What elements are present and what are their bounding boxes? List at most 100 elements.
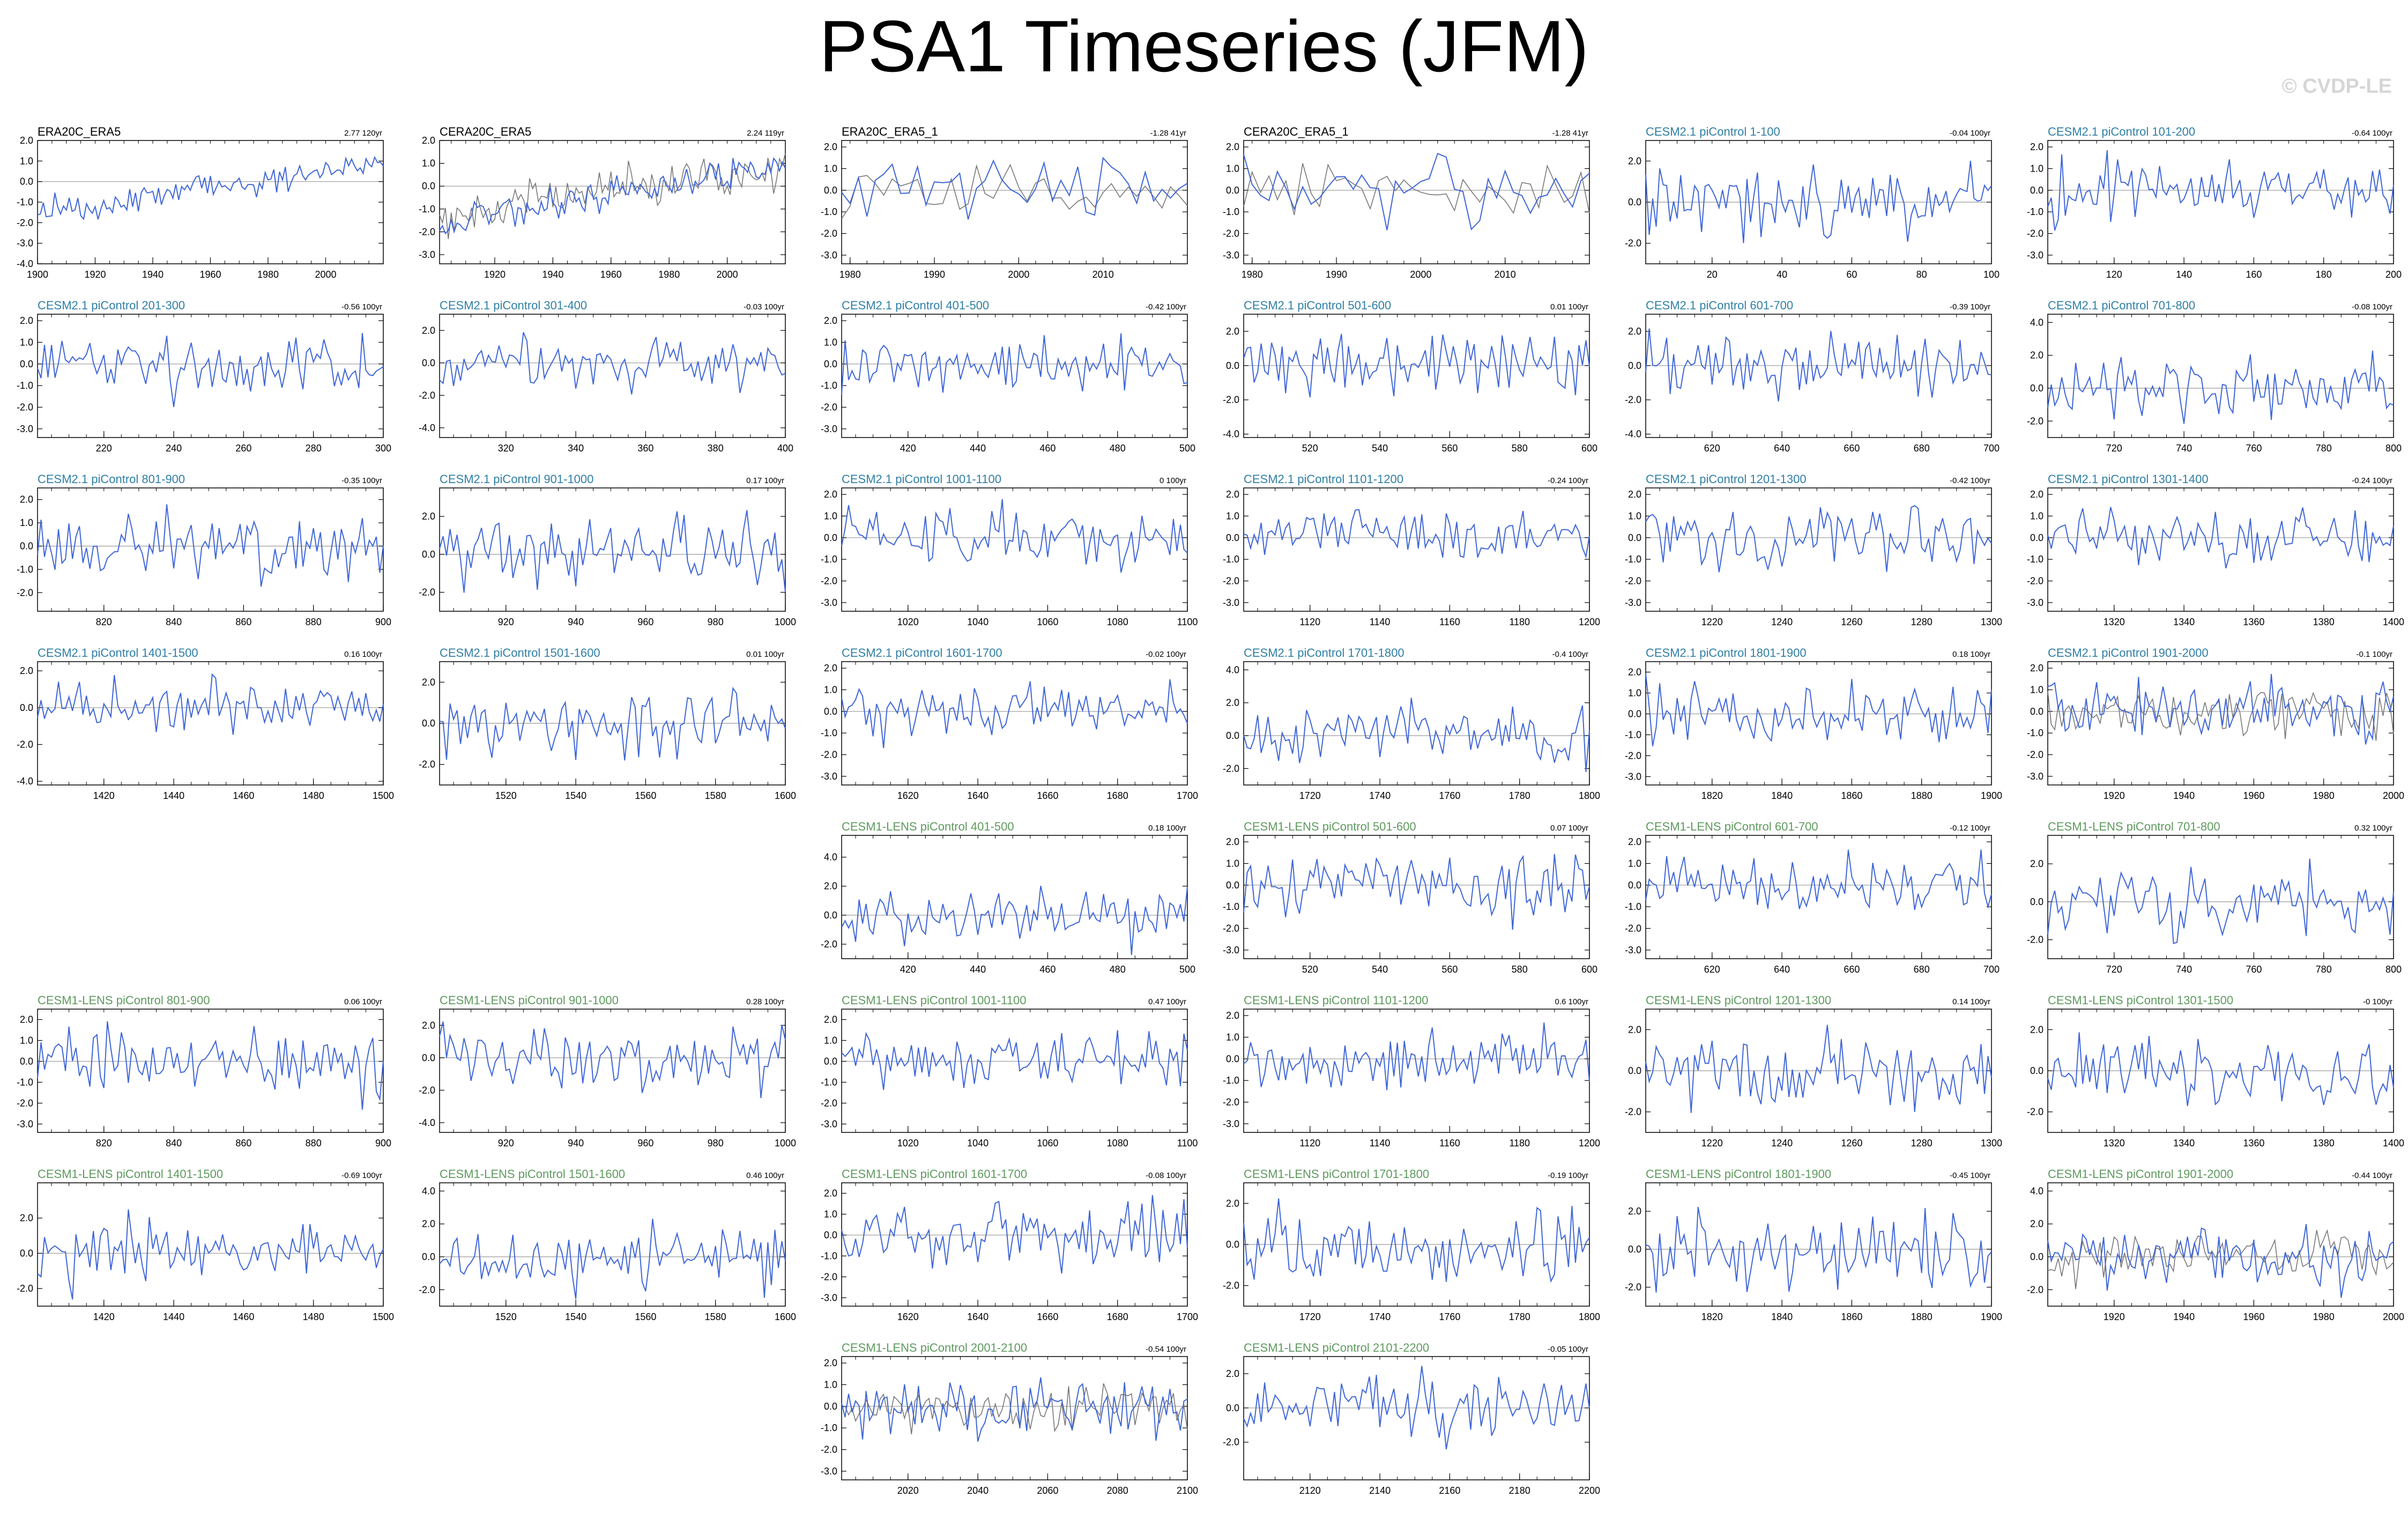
x-tick-label: 480 (1110, 443, 1126, 454)
x-tick-label: 800 (2385, 964, 2402, 975)
y-tick-label: -3.0 (1625, 945, 1641, 955)
y-tick-label: -2.0 (419, 390, 435, 401)
x-tick-label: 1140 (1370, 617, 1391, 627)
panel-trend: -0.39 100yr (1950, 302, 1990, 312)
x-tick-label: 1340 (2173, 1138, 2195, 1148)
x-tick-label: 1180 (1509, 1138, 1530, 1148)
y-tick-label: 2.0 (1226, 326, 1239, 337)
x-tick-label: 1380 (2313, 1138, 2335, 1148)
x-tick-label: 2100 (1177, 1485, 1198, 1496)
series-line (1243, 854, 1590, 930)
x-tick-label: 1120 (1299, 617, 1320, 627)
x-tick-label: 840 (166, 617, 182, 627)
y-tick-label: -2.0 (419, 759, 435, 770)
series-line (841, 679, 1188, 749)
plot-frame (439, 140, 786, 264)
y-tick-label: 0.0 (2030, 383, 2043, 394)
y-tick-label: 0.0 (422, 1251, 435, 1262)
panel-title: ERA20C_ERA5 (38, 125, 121, 138)
series-line (2047, 1224, 2394, 1298)
panel-title: CESM2.1 piControl 801-900 (38, 472, 185, 486)
y-tick-label: 1.0 (2030, 163, 2043, 174)
timeseries-panel: CESM2.1 piControl 1301-1400 -0.24 100yr 2.… (2027, 472, 2404, 627)
series-line (2047, 350, 2394, 424)
y-tick-label: 2.0 (2030, 663, 2043, 673)
overlay-series-line (841, 164, 1188, 219)
panel-trend: -1.28 41yr (1552, 129, 1588, 138)
x-tick-label: 540 (1372, 443, 1388, 454)
y-tick-label: -3.0 (17, 1118, 33, 1129)
series-line (37, 1021, 384, 1110)
y-tick-label: 2.0 (20, 665, 33, 676)
x-tick-label: 900 (375, 1138, 391, 1148)
x-tick-label: 1720 (1299, 1311, 1321, 1322)
y-tick-label: -3.0 (17, 238, 33, 249)
x-tick-label: 980 (708, 617, 724, 627)
y-tick-label: -1.0 (821, 380, 837, 391)
x-tick-label: 1900 (27, 269, 48, 280)
timeseries-panel: CESM1-LENS piControl 1401-1500 -0.69 100y… (17, 1167, 394, 1322)
plot-frame (2047, 835, 2394, 959)
x-tick-label: 940 (568, 617, 584, 627)
x-tick-label: 640 (1774, 964, 1790, 975)
y-tick-label: 2.0 (2030, 1219, 2043, 1229)
x-tick-label: 1060 (1037, 617, 1058, 627)
panel-trend: 0.18 100yr (1952, 650, 1990, 659)
plot-frame (1645, 314, 1992, 438)
y-tick-label: -2.0 (1223, 228, 1239, 239)
y-tick-label: -2.0 (1625, 1107, 1641, 1117)
x-tick-label: 1480 (303, 1311, 324, 1322)
x-tick-label: 1620 (897, 790, 919, 801)
x-tick-label: 1320 (2104, 617, 2125, 627)
timeseries-panel: CESM2.1 piControl 201-300 -0.56 100yr 2.0 1… (17, 299, 391, 454)
y-tick-label: -1.0 (2027, 554, 2043, 565)
timeseries-panel: CESM1-LENS piControl 2001-2100 -0.54 100y… (821, 1341, 1198, 1496)
x-tick-label: 1460 (233, 1311, 254, 1322)
x-tick-label: 1960 (2243, 790, 2264, 801)
y-tick-label: -3.0 (1625, 771, 1641, 782)
x-tick-label: 1300 (1981, 1138, 2002, 1148)
plot-frame (1243, 487, 1590, 612)
x-tick-label: 1340 (2173, 617, 2195, 627)
x-tick-label: 380 (708, 443, 724, 454)
y-tick-label: 0.0 (824, 185, 837, 196)
plot-frame (1645, 661, 1992, 786)
y-tick-label: -4.0 (1223, 429, 1239, 440)
plot-frame (1243, 835, 1590, 959)
timeseries-panel: CESM1-LENS piControl 901-1000 0.28 100yr 2… (419, 994, 796, 1148)
y-tick-label: 0.0 (422, 181, 435, 191)
y-tick-label: 0.0 (422, 1053, 435, 1063)
y-tick-label: -1.0 (1625, 901, 1641, 912)
x-tick-label: 880 (306, 617, 322, 627)
plot-frame (1243, 1356, 1590, 1480)
panel-trend: -0.04 100yr (1950, 129, 1990, 138)
x-tick-label: 40 (1777, 269, 1787, 280)
panel-title: CESM1-LENS piControl 1901-2000 (2048, 1167, 2233, 1181)
x-tick-label: 780 (2316, 964, 2332, 975)
timeseries-panel: CESM1-LENS piControl 401-500 0.18 100yr 4.… (821, 820, 1195, 975)
panel-trend: 0.06 100yr (344, 997, 382, 1006)
panel-trend: -0.42 100yr (1146, 302, 1186, 312)
x-tick-label: 640 (1774, 443, 1790, 454)
y-tick-label: 2.0 (1628, 326, 1641, 337)
panel-title: CESM2.1 piControl 1201-1300 (1646, 472, 1807, 486)
y-tick-label: 0.0 (1226, 730, 1239, 741)
timeseries-panel: CESM2.1 piControl 1601-1700 -0.02 100yr 2.… (821, 646, 1198, 801)
y-tick-label: -2.0 (1625, 395, 1641, 405)
y-tick-label: 2.0 (824, 663, 837, 673)
x-tick-label: 2010 (1092, 269, 1114, 280)
y-tick-label: -2.0 (1625, 576, 1641, 587)
x-tick-label: 820 (96, 617, 112, 627)
timeseries-panel: CESM1-LENS piControl 1101-1200 0.6 100yr 2… (1223, 994, 1600, 1148)
x-tick-label: 580 (1512, 443, 1528, 454)
panel-trend: 0.47 100yr (1148, 997, 1186, 1006)
y-tick-label: -2.0 (821, 228, 837, 239)
x-tick-label: 600 (1581, 964, 1597, 975)
y-tick-label: -2.0 (419, 1085, 435, 1095)
x-tick-label: 740 (2176, 964, 2192, 975)
x-tick-label: 1700 (1177, 790, 1198, 801)
x-tick-label: 20 (1707, 269, 1718, 280)
y-tick-label: 4.0 (2030, 317, 2043, 328)
series-line (1243, 1022, 1590, 1091)
y-tick-label: 2.0 (1226, 836, 1239, 847)
